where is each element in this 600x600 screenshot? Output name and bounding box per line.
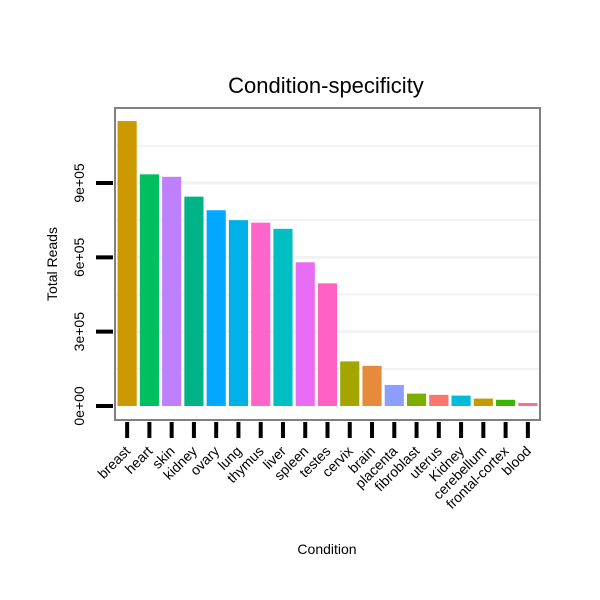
plot-panel-border [114,107,541,421]
bar-cerebellum [473,398,493,406]
x-axis-title: Condition [297,541,356,557]
bar-brain [362,365,382,406]
y-tick-label: 9e+05 [71,163,87,203]
bars [117,121,538,407]
bar-frontal-cortex [496,399,516,406]
y-tick-label: 0e+00 [71,386,87,426]
y-tick-label: 6e+05 [71,237,87,277]
bar-skin [162,176,182,406]
bar-kidney [184,196,204,406]
bar-kidney [451,395,471,406]
bar-liver [273,228,293,406]
y-axis: 0e+00 3e+05 6e+05 9e+05 [71,163,113,426]
x-axis: breastheartskinkidneyovarylungthymuslive… [94,422,534,512]
bar-uterus [429,394,449,406]
bar-blood [518,403,538,406]
bar-testes [317,283,338,406]
bar-ovary [206,210,226,406]
chart-title: Condition-specificity [228,73,424,98]
bar-thymus [251,222,271,406]
bar-heart [139,174,159,406]
bar-spleen [295,262,315,406]
bar-cervix [340,361,360,406]
bar-lung [228,220,249,406]
bar-fibroblast [406,393,427,406]
bar-breast [117,121,137,407]
bar-placenta [384,384,404,406]
y-tick-label: 3e+05 [71,312,87,352]
y-axis-title: Total Reads [44,227,60,301]
